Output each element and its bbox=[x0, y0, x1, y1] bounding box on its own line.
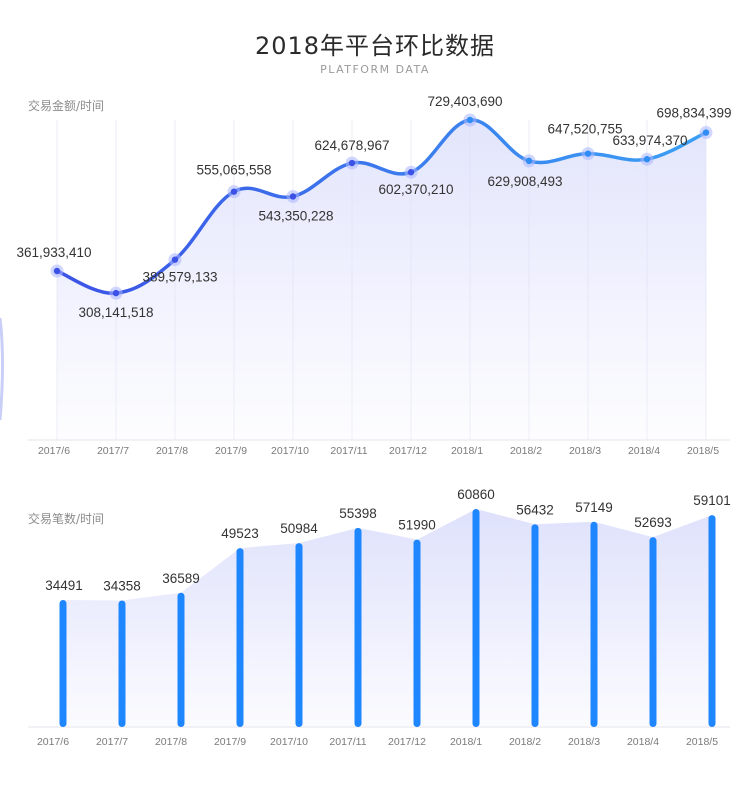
bar-chart-xtick: 2018/3 bbox=[568, 736, 600, 748]
line-chart-ylabel: 交易金额/时间 bbox=[28, 99, 105, 113]
bar-chart-xtick: 2017/11 bbox=[329, 736, 366, 748]
bar-chart-value-label: 55398 bbox=[339, 506, 377, 521]
bar-chart-bar bbox=[236, 548, 244, 727]
line-chart-value-label: 389,579,133 bbox=[142, 270, 217, 285]
bar-chart-bar bbox=[354, 527, 362, 727]
bar-chart-xtick: 2018/5 bbox=[686, 736, 718, 748]
line-chart-value-label: 602,370,210 bbox=[378, 182, 453, 197]
line-chart-point bbox=[643, 156, 651, 163]
line-chart-value-label: 624,678,967 bbox=[314, 138, 389, 153]
line-chart-point bbox=[171, 256, 179, 263]
bar-chart-bar bbox=[59, 600, 67, 727]
bar-chart-ylabel: 交易笔数/时间 bbox=[28, 512, 105, 526]
line-chart-point bbox=[702, 129, 710, 136]
line-chart-point bbox=[112, 289, 120, 297]
bar-chart-value-label: 59101 bbox=[693, 493, 731, 508]
bar-chart-xtick: 2017/10 bbox=[270, 736, 308, 748]
line-chart-value-label: 729,403,690 bbox=[427, 94, 502, 109]
bar-chart-bar bbox=[708, 515, 716, 727]
bar-chart-value-label: 56432 bbox=[516, 502, 554, 517]
bar-chart-value-label: 51990 bbox=[398, 518, 436, 533]
line-chart-xtick: 2017/10 bbox=[271, 445, 309, 457]
line-chart-point bbox=[466, 116, 474, 124]
line-chart-point bbox=[53, 267, 61, 275]
line-chart-value-label: 555,065,558 bbox=[196, 163, 271, 178]
line-chart-point bbox=[230, 188, 238, 195]
bar-chart-xtick: 2018/1 bbox=[450, 736, 482, 748]
line-chart-xtick: 2017/6 bbox=[38, 445, 70, 457]
bar-chart-xtick: 2017/12 bbox=[388, 736, 426, 748]
bar-chart-value-label: 34358 bbox=[103, 578, 141, 593]
bar-chart-value-label: 57149 bbox=[575, 500, 613, 515]
line-chart-value-label: 698,834,399 bbox=[656, 106, 731, 121]
line-chart-xtick: 2018/1 bbox=[451, 445, 483, 457]
page-subtitle: PLATFORM DATA bbox=[320, 63, 430, 76]
line-chart-xtick: 2018/3 bbox=[569, 445, 601, 457]
bar-chart-xtick: 2017/6 bbox=[37, 736, 69, 748]
line-chart-value-label: 361,933,410 bbox=[16, 245, 91, 260]
line-chart-xtick: 2018/4 bbox=[628, 445, 660, 457]
bar-chart-bar bbox=[295, 543, 303, 727]
bar-chart-value-label: 52693 bbox=[634, 515, 672, 530]
line-chart-value-label: 543,350,228 bbox=[258, 208, 333, 223]
line-chart: 361,933,410 308,141,518 389,579,133 555,065… bbox=[0, 94, 732, 457]
line-chart-xtick: 2017/12 bbox=[389, 445, 427, 457]
bar-chart-bar bbox=[118, 600, 126, 727]
line-chart-point bbox=[584, 150, 592, 157]
line-chart-value-label: 647,520,755 bbox=[547, 122, 622, 137]
line-chart-xtick: 2017/9 bbox=[215, 445, 247, 457]
page-title: 2018年平台环比数据 bbox=[254, 32, 496, 60]
bar-chart-value-label: 36589 bbox=[162, 571, 200, 586]
line-chart-point bbox=[525, 157, 533, 165]
bar-chart-bar bbox=[649, 537, 657, 727]
line-chart-point bbox=[289, 193, 297, 200]
bar-chart: 34491 34358 36589 49523 50984 55398 51990 60860… bbox=[28, 487, 731, 748]
line-chart-point bbox=[348, 159, 356, 167]
bar-chart-bar bbox=[531, 524, 539, 727]
bar-chart-value-label: 60860 bbox=[457, 487, 495, 502]
line-chart-xtick: 2017/8 bbox=[156, 445, 188, 457]
bar-chart-xtick: 2017/8 bbox=[155, 736, 187, 748]
bar-chart-xtick: 2018/2 bbox=[509, 736, 541, 748]
bar-chart-bar bbox=[177, 592, 185, 727]
bar-chart-xtick: 2017/9 bbox=[214, 736, 246, 748]
decor-arc bbox=[0, 317, 4, 421]
line-chart-point bbox=[407, 169, 415, 176]
bar-chart-value-label: 34491 bbox=[45, 578, 83, 593]
line-chart-xtick: 2017/11 bbox=[330, 445, 367, 457]
line-chart-xtick: 2018/5 bbox=[687, 445, 719, 457]
line-chart-value-label: 629,908,493 bbox=[487, 174, 562, 189]
bar-chart-bar bbox=[590, 521, 598, 727]
bar-chart-xtick: 2018/4 bbox=[627, 736, 659, 748]
bar-chart-value-label: 50984 bbox=[280, 521, 318, 536]
bar-chart-value-label: 49523 bbox=[221, 526, 259, 541]
line-chart-area bbox=[57, 119, 706, 441]
bar-chart-area bbox=[63, 509, 712, 727]
bar-chart-bar bbox=[472, 509, 480, 727]
bar-chart-xtick: 2017/7 bbox=[96, 736, 128, 748]
line-chart-xtick: 2018/2 bbox=[510, 445, 542, 457]
bar-chart-bar bbox=[413, 539, 421, 727]
line-chart-value-label: 633,974,370 bbox=[612, 133, 687, 148]
line-chart-value-label: 308,141,518 bbox=[78, 305, 153, 320]
line-chart-xtick: 2017/7 bbox=[97, 445, 129, 457]
